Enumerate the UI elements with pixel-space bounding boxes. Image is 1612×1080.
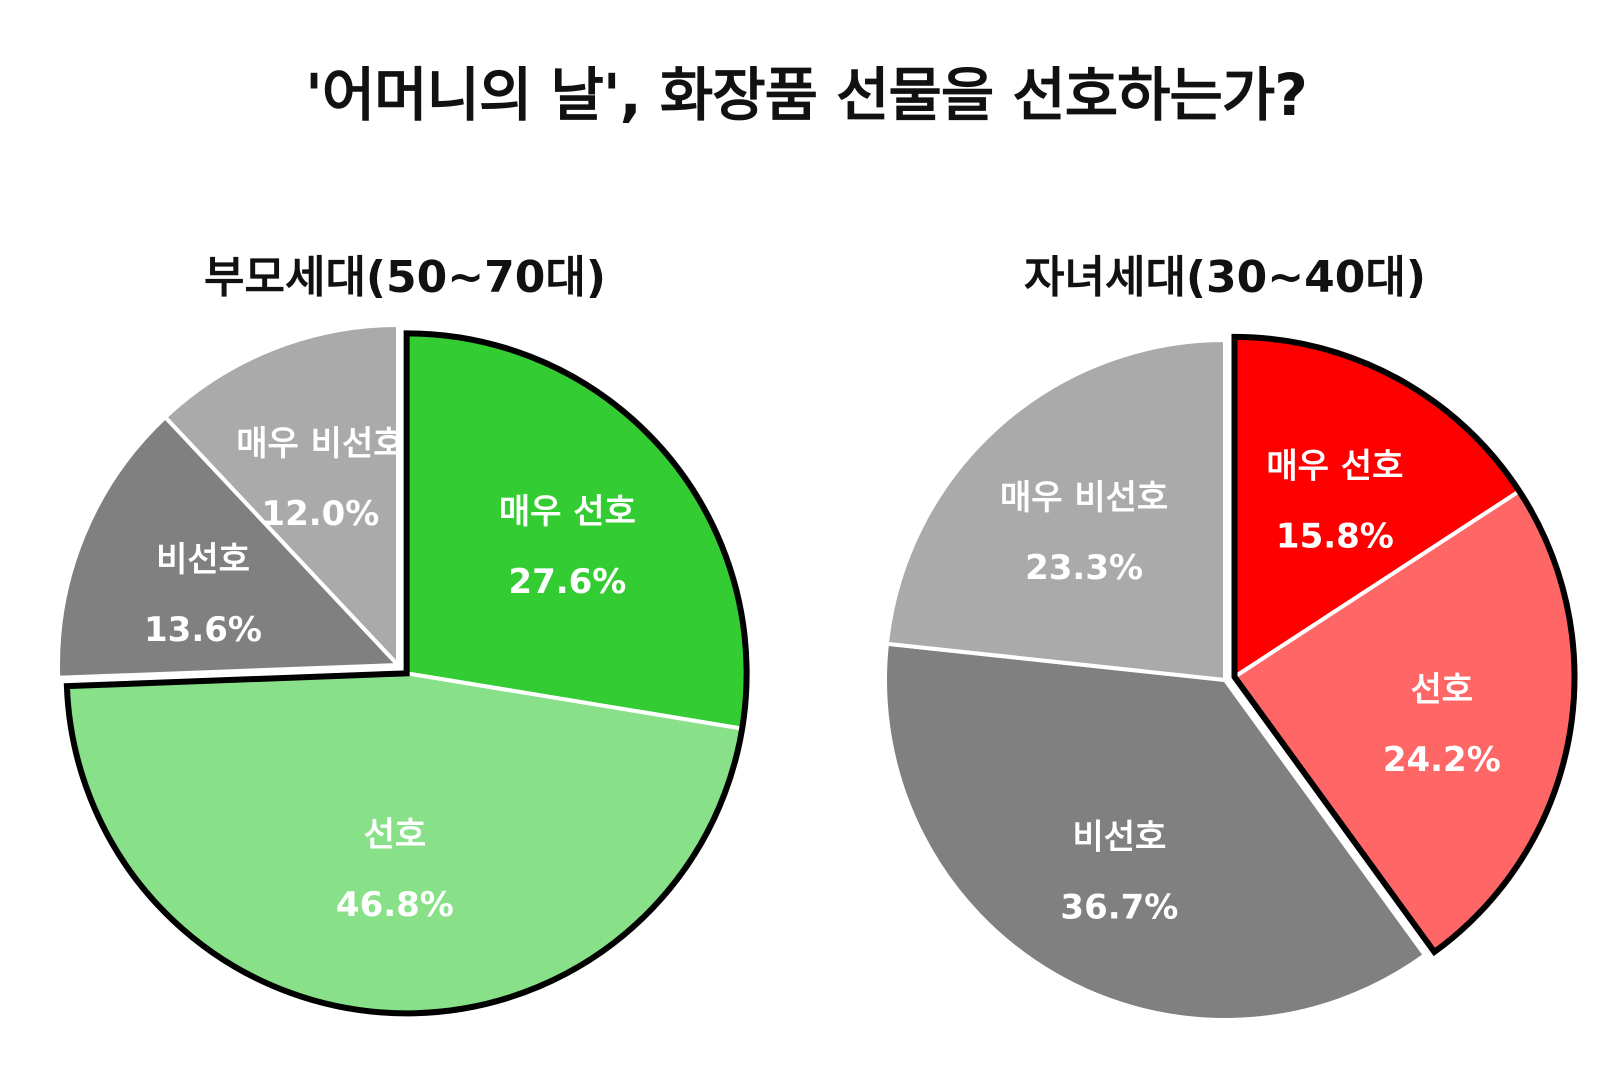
slice-label: 매우 비선호 <box>236 424 404 464</box>
slice-value: 23.3% <box>1025 548 1143 588</box>
pie-chart-1: 부모세대(50~70대) 매우 선호 27.6% 선호 46.8% 비선호 13.6% 매우 … <box>56 252 750 1017</box>
slice-value: 46.8% <box>336 885 454 925</box>
highlight-outline <box>1231 333 1578 957</box>
slice-value: 15.8% <box>1276 517 1394 557</box>
pie-slice <box>884 337 1227 683</box>
slice-value: 27.6% <box>508 562 626 602</box>
slice-label: 매우 선호 <box>499 492 636 532</box>
page-title: '어머니의 날', 화장품 선물을 선호하는가? <box>305 61 1308 129</box>
chart-title: 부모세대(50~70대) <box>204 252 606 303</box>
slice-label: 선호 <box>364 815 427 855</box>
slice-value: 36.7% <box>1060 887 1178 927</box>
highlight-outline <box>63 330 750 1017</box>
pie-slices <box>883 333 1578 1022</box>
pie-slice <box>162 322 400 671</box>
slice-label: 선호 <box>1411 670 1474 710</box>
highlighted-slices <box>1231 333 1578 957</box>
slice-label: 비선호 <box>156 540 250 580</box>
slice-value: 24.2% <box>1383 740 1501 780</box>
slice-label: 매우 선호 <box>1266 447 1403 487</box>
pie-slice <box>883 641 1428 1022</box>
slice-label: 비선호 <box>1072 817 1166 857</box>
slice-label: 매우 비선호 <box>1000 478 1168 518</box>
slice-value: 12.0% <box>261 494 379 534</box>
pie-chart-2: 자녀세대(30~40대) 매우 선호 15.8% 선호 24.2% 비선호 36.7% 매우 … <box>883 252 1578 1022</box>
chart-title: 자녀세대(30~40대) <box>1024 252 1426 303</box>
slice-value: 13.6% <box>144 610 262 650</box>
pie-slices <box>56 322 750 1017</box>
highlighted-slices <box>63 330 750 1017</box>
pie-slice <box>56 414 403 680</box>
